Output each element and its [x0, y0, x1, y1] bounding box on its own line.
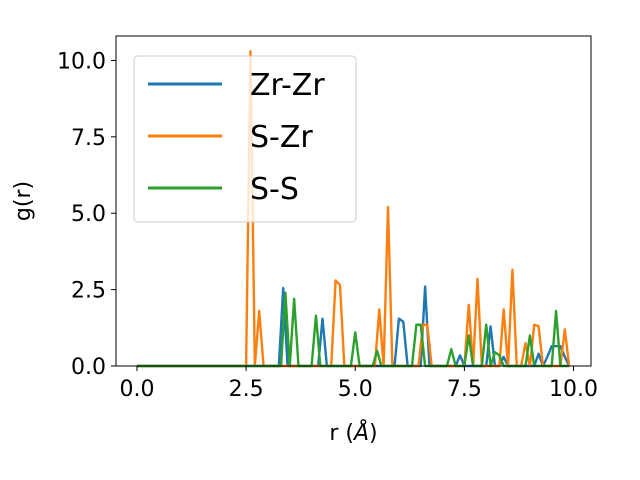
y-tick-label: 0.0: [71, 355, 106, 380]
y-axis-label: g(r): [11, 181, 36, 221]
x-tick-label: 10.0: [549, 377, 598, 402]
plot-frame: [115, 35, 592, 367]
y-tick-label: 5.0: [71, 202, 106, 227]
legend-label-s-s: S-S: [250, 172, 299, 207]
x-tick-label: 2.5: [229, 377, 264, 402]
y-tick-label: 10.0: [57, 49, 106, 74]
x-tick-label: 5.0: [338, 377, 373, 402]
x-tick-label: 7.5: [447, 377, 482, 402]
series-line-s-s: [136, 291, 570, 368]
x-axis-label: r (Å): [329, 419, 377, 446]
legend-label-zr-zr: Zr-Zr: [250, 68, 325, 103]
legend-label-s-zr: S-Zr: [250, 120, 313, 155]
legend-box: [133, 55, 357, 223]
x-tick-label: 0.0: [119, 377, 154, 402]
y-tick-label: 2.5: [71, 279, 106, 304]
legend: Zr-Zr S-Zr S-S: [133, 55, 357, 223]
y-tick-label: 7.5: [71, 126, 106, 151]
ticks-layer: 0.0 2.5 5.0 7.5 10.0 0.0 2.5 5.0 7.5 10.0: [57, 49, 598, 402]
